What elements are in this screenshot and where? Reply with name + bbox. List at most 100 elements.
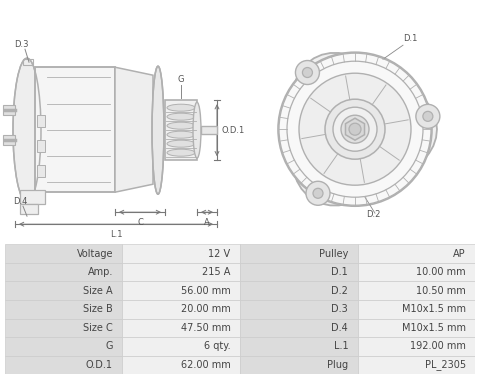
- Bar: [5, 300, 122, 318]
- Text: 10.50 mm: 10.50 mm: [416, 286, 466, 296]
- Bar: [5, 318, 122, 337]
- Bar: [358, 356, 475, 374]
- Bar: [122, 282, 240, 300]
- Bar: [122, 337, 240, 356]
- Ellipse shape: [341, 115, 369, 143]
- Text: Size B: Size B: [83, 304, 113, 314]
- Text: D.3: D.3: [14, 40, 28, 49]
- Text: M10x1.5 mm: M10x1.5 mm: [402, 304, 466, 314]
- Polygon shape: [346, 118, 364, 140]
- Text: 56.00 mm: 56.00 mm: [181, 286, 230, 296]
- Ellipse shape: [167, 113, 195, 120]
- Ellipse shape: [423, 111, 433, 121]
- Bar: [122, 300, 240, 318]
- Text: 47.50 mm: 47.50 mm: [180, 323, 230, 333]
- Bar: [23, 59, 33, 65]
- Text: 10.00 mm: 10.00 mm: [416, 267, 466, 277]
- Ellipse shape: [299, 73, 411, 185]
- Ellipse shape: [13, 58, 41, 202]
- Text: 12 V: 12 V: [208, 249, 230, 259]
- Bar: [165, 100, 197, 160]
- Text: D.1: D.1: [332, 267, 348, 277]
- Bar: [358, 282, 475, 300]
- Text: M10x1.5 mm: M10x1.5 mm: [402, 323, 466, 333]
- Bar: [358, 244, 475, 263]
- Text: A: A: [204, 218, 210, 227]
- Text: D.1: D.1: [403, 34, 418, 43]
- Ellipse shape: [167, 131, 195, 138]
- Text: Pulley: Pulley: [319, 249, 348, 259]
- Bar: [5, 263, 122, 282]
- Text: Voltage: Voltage: [76, 249, 113, 259]
- Bar: [122, 244, 240, 263]
- Text: G: G: [106, 341, 113, 351]
- Text: D.4: D.4: [13, 197, 27, 206]
- Ellipse shape: [167, 122, 195, 129]
- Ellipse shape: [152, 66, 164, 194]
- Bar: [35, 67, 115, 192]
- Text: C: C: [137, 218, 143, 227]
- Ellipse shape: [349, 123, 361, 135]
- Bar: [240, 337, 358, 356]
- Bar: [122, 318, 240, 337]
- Bar: [20, 204, 38, 214]
- Ellipse shape: [167, 149, 195, 156]
- Text: Amp.: Amp.: [88, 267, 113, 277]
- Text: L.1: L.1: [334, 341, 348, 351]
- Text: D.3: D.3: [332, 304, 348, 314]
- Ellipse shape: [306, 181, 330, 205]
- Text: PL_2305: PL_2305: [425, 359, 466, 370]
- Bar: [3, 105, 15, 115]
- Bar: [240, 282, 358, 300]
- Ellipse shape: [416, 105, 440, 128]
- Bar: [5, 356, 122, 374]
- Text: G: G: [178, 75, 184, 84]
- Bar: [37, 165, 45, 177]
- Ellipse shape: [325, 99, 385, 159]
- Text: D.4: D.4: [332, 323, 348, 333]
- Bar: [5, 244, 122, 263]
- Text: 20.00 mm: 20.00 mm: [181, 304, 230, 314]
- Bar: [240, 244, 358, 263]
- Text: 62.00 mm: 62.00 mm: [181, 360, 230, 370]
- Ellipse shape: [278, 52, 432, 206]
- Text: 192.00 mm: 192.00 mm: [410, 341, 466, 351]
- Ellipse shape: [167, 104, 195, 111]
- Text: 215 A: 215 A: [202, 267, 230, 277]
- Bar: [3, 135, 15, 145]
- Bar: [37, 140, 45, 152]
- Text: D.2: D.2: [331, 286, 348, 296]
- Bar: [358, 337, 475, 356]
- Ellipse shape: [302, 68, 312, 77]
- Bar: [240, 263, 358, 282]
- Bar: [35, 67, 115, 192]
- Polygon shape: [292, 53, 437, 205]
- Bar: [358, 318, 475, 337]
- Bar: [240, 318, 358, 337]
- Text: L.1: L.1: [110, 230, 122, 239]
- Ellipse shape: [313, 188, 323, 198]
- Ellipse shape: [193, 102, 201, 158]
- Bar: [358, 263, 475, 282]
- Text: Size A: Size A: [84, 286, 113, 296]
- Ellipse shape: [167, 140, 195, 147]
- Bar: [358, 300, 475, 318]
- Bar: [5, 337, 122, 356]
- Text: O.D.1: O.D.1: [221, 126, 244, 135]
- Bar: [240, 356, 358, 374]
- Ellipse shape: [333, 107, 377, 151]
- Bar: [201, 126, 217, 134]
- Polygon shape: [115, 67, 153, 192]
- Text: 6 qty.: 6 qty.: [204, 341, 230, 351]
- Bar: [37, 115, 45, 127]
- Text: Plug: Plug: [327, 360, 348, 370]
- Bar: [5, 282, 122, 300]
- Bar: [122, 263, 240, 282]
- Text: D.2: D.2: [366, 210, 380, 219]
- Bar: [20, 190, 45, 204]
- Text: Size C: Size C: [83, 323, 113, 333]
- Bar: [122, 356, 240, 374]
- Text: O.D.1: O.D.1: [86, 360, 113, 370]
- Ellipse shape: [295, 61, 319, 85]
- Text: AP: AP: [453, 249, 466, 259]
